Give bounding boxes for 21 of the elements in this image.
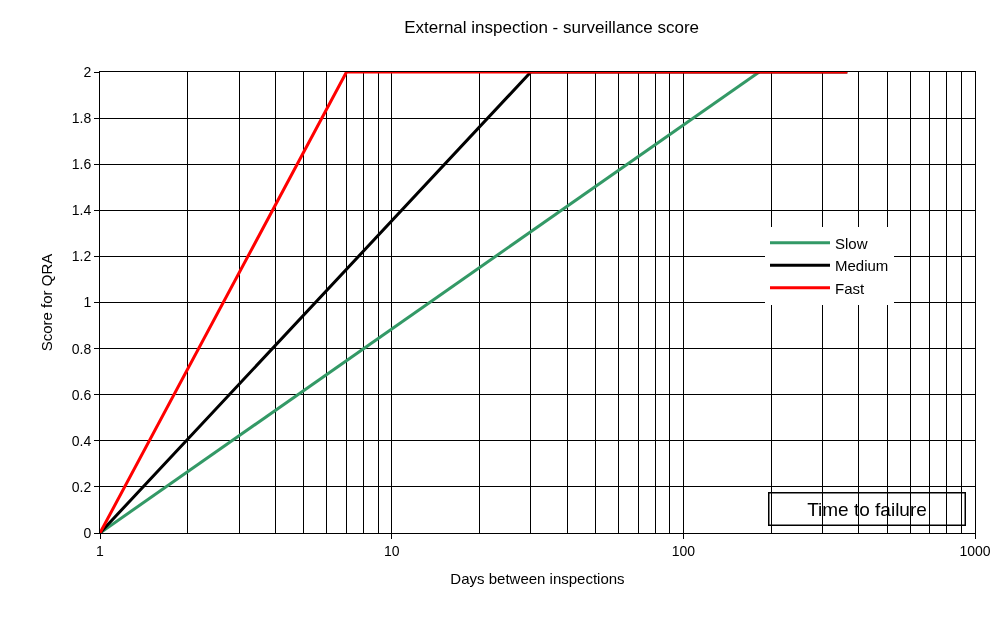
y-tick-label: 2	[83, 63, 92, 80]
x-tick-label: 10	[383, 542, 400, 559]
legend-label: Fast	[835, 279, 865, 297]
y-tick-label: 1.6	[71, 156, 92, 173]
chart-title: External inspection - surveillance score	[404, 18, 700, 38]
y-tick-label: 1.8	[71, 110, 92, 126]
y-tick-label: 0	[83, 524, 92, 541]
x-tick-label: 1	[96, 542, 105, 559]
y-tick-label: 0.2	[71, 478, 92, 495]
legend-label: Slow	[835, 234, 868, 252]
y-axis-title: Score for QRA	[37, 253, 55, 352]
x-tick-label: 1000	[959, 542, 991, 559]
legend-label: Medium	[835, 257, 889, 275]
y-tick-label: 1	[83, 294, 92, 311]
y-tick-label: 0.6	[71, 386, 92, 403]
x-tick-label: 100	[671, 542, 696, 559]
x-axis-title: Days between inspections	[450, 569, 625, 587]
y-tick-label: 0.8	[71, 340, 92, 357]
y-tick-label: 1.4	[71, 202, 92, 219]
y-tick-label: 0.4	[71, 432, 92, 449]
y-tick-label: 1.2	[71, 248, 92, 265]
